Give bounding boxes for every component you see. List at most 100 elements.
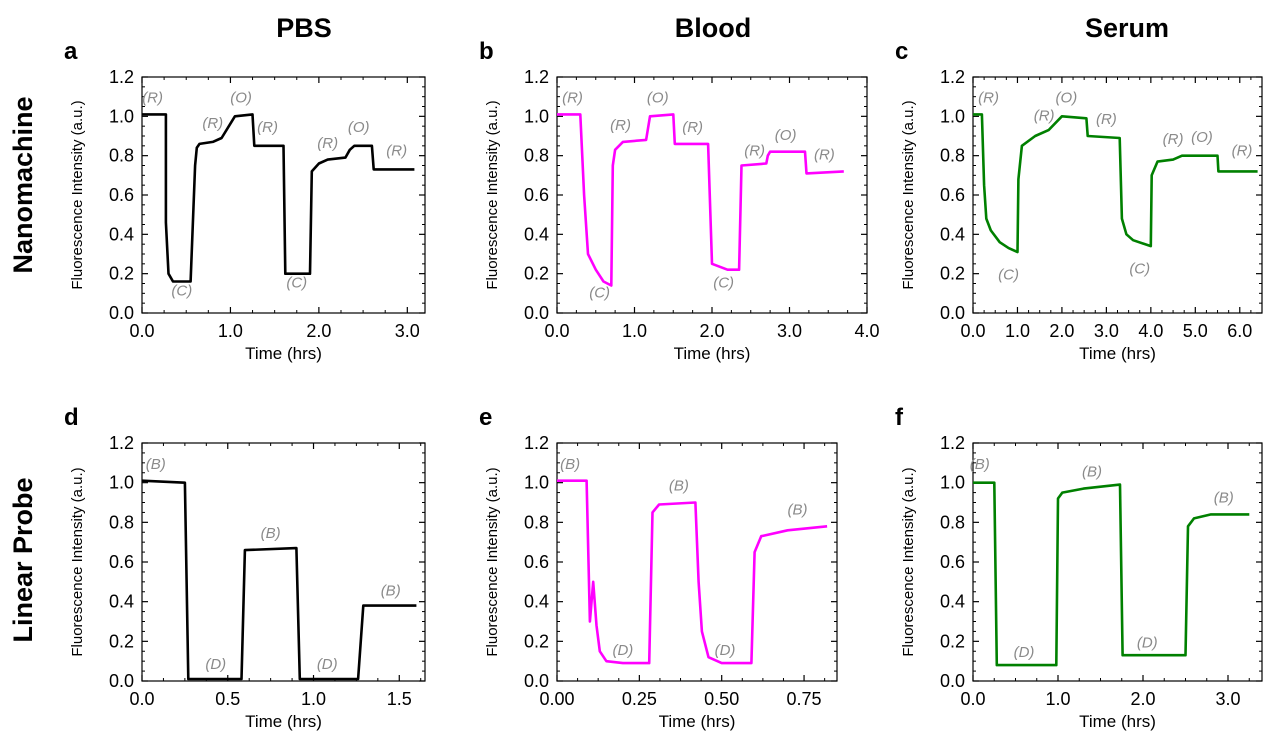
y-axis-label: Fluorescence Intensity (a.u.)	[484, 100, 501, 289]
y-tick-label: 0.6	[109, 552, 134, 572]
state-annotation: (O)	[1191, 129, 1213, 146]
y-tick-label: 1.2	[109, 67, 134, 87]
state-annotation: (O)	[348, 119, 370, 136]
x-tick-label: 3.0	[395, 321, 420, 341]
x-tick-label: 0.0	[129, 321, 154, 341]
x-tick-label: 0.0	[129, 689, 154, 709]
y-tick-label: 0.2	[109, 264, 134, 284]
y-tick-label: 0.0	[109, 303, 134, 323]
x-tick-label: 0.75	[787, 689, 822, 709]
y-tick-label: 1.0	[109, 473, 134, 493]
state-annotation: (R)	[1232, 143, 1253, 160]
y-tick-label: 0.4	[940, 592, 965, 612]
panel-label-a: a	[64, 38, 78, 65]
series-line	[557, 113, 844, 287]
state-annotation: (R)	[610, 117, 631, 134]
column-title-pbs: PBS	[276, 13, 332, 43]
state-annotation: (R)	[978, 90, 999, 107]
state-annotation: (C)	[713, 274, 734, 291]
x-axis-label: Time (hrs)	[245, 344, 322, 363]
panel-c: c 0.0 0.2 0.4 0.6 0.8 1.0 1.2 0.0 1.0 2.0 3.0 4.0 5.0…	[895, 38, 1263, 363]
y-tick-label: 0.6	[940, 185, 965, 205]
state-annotation: (B)	[1082, 464, 1102, 481]
state-annotation: (R)	[744, 143, 765, 160]
state-annotation: (R)	[317, 135, 338, 152]
x-tick-label: 0.25	[622, 689, 657, 709]
row-title-linear-probe: Linear Probe	[8, 477, 38, 642]
x-tick-label: 1.0	[218, 321, 243, 341]
x-tick-label: 1.0	[301, 689, 326, 709]
state-annotation: (B)	[261, 525, 281, 542]
x-axis-label: Time (hrs)	[245, 712, 322, 731]
column-title-blood: Blood	[675, 13, 751, 43]
state-annotation: (D)	[205, 656, 226, 673]
state-annotation: (D)	[715, 642, 736, 659]
y-tick-label: 0.6	[109, 185, 134, 205]
x-tick-label: 1.0	[622, 321, 647, 341]
x-axis-label: Time (hrs)	[659, 712, 736, 731]
y-tick-label: 0.8	[940, 512, 965, 532]
x-tick-label: 5.0	[1183, 321, 1208, 341]
state-annotation: (O)	[230, 90, 252, 107]
x-tick-label: 3.0	[777, 321, 802, 341]
x-tick-label: 2.0	[1130, 689, 1155, 709]
state-annotation: (R)	[1034, 107, 1055, 124]
state-annotation: (D)	[1137, 634, 1158, 651]
x-axis-label: Time (hrs)	[1079, 712, 1156, 731]
y-tick-label: 1.0	[524, 106, 549, 126]
x-tick-label: 3.0	[1215, 689, 1240, 709]
x-tick-label: 2.0	[1049, 321, 1074, 341]
series-line	[557, 479, 828, 665]
state-annotation: (R)	[1163, 131, 1184, 148]
y-tick-label: 1.2	[940, 67, 965, 87]
panels: a 0.0 0.2 0.4 0.6 0.8 1.0 1.2 0.0 1.0 2.0 3.0 Time (…	[64, 38, 1263, 731]
x-tick-label: 0.5	[215, 689, 240, 709]
panel-e: e 0.0 0.2 0.4 0.6 0.8 1.0 1.2 0.00 0.25 0.50 0.75 Ti…	[479, 404, 838, 731]
row-title-nanomachine: Nanomachine	[8, 96, 38, 273]
x-tick-label: 0.0	[544, 321, 569, 341]
y-tick-label: 0.0	[109, 671, 134, 691]
x-tick-label: 0.00	[539, 689, 574, 709]
y-tick-label: 0.4	[524, 224, 549, 244]
state-annotation: (B)	[669, 478, 689, 495]
series-line	[142, 113, 415, 283]
y-axis-label: Fluorescence Intensity (a.u.)	[69, 100, 86, 289]
state-annotation: (B)	[970, 456, 990, 473]
panel-f: f 0.0 0.2 0.4 0.6 0.8 1.0 1.2 0.0 1.0 2.0 3.0 Time (…	[895, 404, 1263, 731]
panel-label-f: f	[895, 404, 904, 431]
state-annotation: (R)	[386, 143, 407, 160]
state-annotation: (C)	[1129, 261, 1150, 278]
series-line	[141, 479, 417, 681]
y-tick-label: 1.2	[109, 433, 134, 453]
y-tick-label: 0.8	[940, 146, 965, 166]
state-annotation: (B)	[381, 583, 401, 600]
y-axis-label: Fluorescence Intensity (a.u.)	[69, 467, 86, 656]
x-tick-label: 2.0	[306, 321, 331, 341]
panel-b: b 0.0 0.2 0.4 0.6 0.8 1.0 1.2 0.0 1.0 2.0 3.0 4.0 Tim…	[479, 38, 880, 363]
panel-label-b: b	[479, 38, 494, 65]
y-tick-label: 0.8	[109, 512, 134, 532]
state-annotation: (B)	[787, 501, 807, 518]
y-tick-label: 0.2	[940, 631, 965, 651]
y-axis-label: Fluorescence Intensity (a.u.)	[900, 100, 917, 289]
y-tick-label: 1.0	[940, 473, 965, 493]
state-annotation: (R)	[257, 119, 278, 136]
panel-d: d 0.0 0.2 0.4 0.6 0.8 1.0 1.2 0.0 0.5 1.0 1.5 Time (…	[64, 404, 426, 731]
series-line	[973, 481, 1250, 667]
x-tick-label: 0.0	[960, 689, 985, 709]
state-annotation: (B)	[1214, 490, 1234, 507]
y-tick-label: 0.2	[109, 631, 134, 651]
y-tick-label: 0.4	[524, 592, 549, 612]
state-annotation: (R)	[814, 147, 835, 164]
state-annotation: (R)	[562, 90, 583, 107]
state-annotation: (C)	[589, 284, 610, 301]
x-tick-label: 4.0	[1138, 321, 1163, 341]
panel-label-d: d	[64, 404, 79, 431]
state-annotation: (D)	[317, 656, 338, 673]
y-tick-label: 1.0	[109, 106, 134, 126]
y-tick-label: 1.2	[524, 67, 549, 87]
y-tick-label: 0.2	[940, 264, 965, 284]
x-tick-label: 3.0	[1094, 321, 1119, 341]
state-annotation: (B)	[560, 456, 580, 473]
